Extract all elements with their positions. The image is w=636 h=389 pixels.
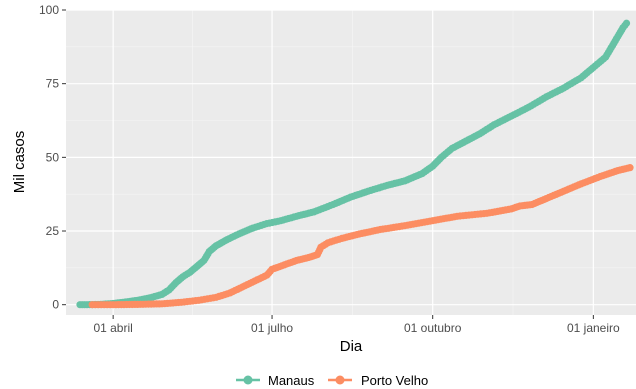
y-axis-ticks: 0 25 50 75 100 — [39, 3, 66, 312]
legend: Manaus Porto Velho — [236, 373, 428, 388]
series-manaus — [76, 19, 631, 309]
y-axis-title: Mil casos — [11, 131, 28, 194]
data-point — [622, 19, 631, 27]
x-axis-ticks: 01 abril 01 julho 01 outubro 01 janeiro — [93, 315, 620, 335]
x-axis-title: Dia — [340, 338, 363, 355]
grid-minor — [66, 10, 636, 315]
legend-label: Porto Velho — [361, 373, 428, 388]
x-tick-label: 01 outubro — [404, 321, 462, 335]
x-tick-label: 01 janeiro — [567, 321, 620, 335]
data-point — [626, 164, 634, 172]
legend-item-manaus: Manaus — [236, 373, 315, 388]
panel-background — [66, 10, 636, 315]
legend-key-point — [335, 375, 345, 385]
x-tick-label: 01 abril — [93, 321, 132, 335]
y-tick-label: 75 — [46, 77, 60, 91]
x-tick-label: 01 julho — [251, 321, 293, 335]
legend-key-point — [243, 375, 253, 385]
series-porto-velho — [88, 164, 634, 309]
series-layer — [76, 19, 634, 309]
legend-label: Manaus — [268, 373, 315, 388]
y-tick-label: 50 — [46, 150, 60, 164]
grid-major — [66, 9, 636, 315]
legend-item-porto-velho: Porto Velho — [328, 373, 428, 388]
y-tick-label: 100 — [39, 3, 59, 17]
y-tick-label: 25 — [46, 224, 60, 238]
y-tick-label: 0 — [52, 298, 59, 312]
